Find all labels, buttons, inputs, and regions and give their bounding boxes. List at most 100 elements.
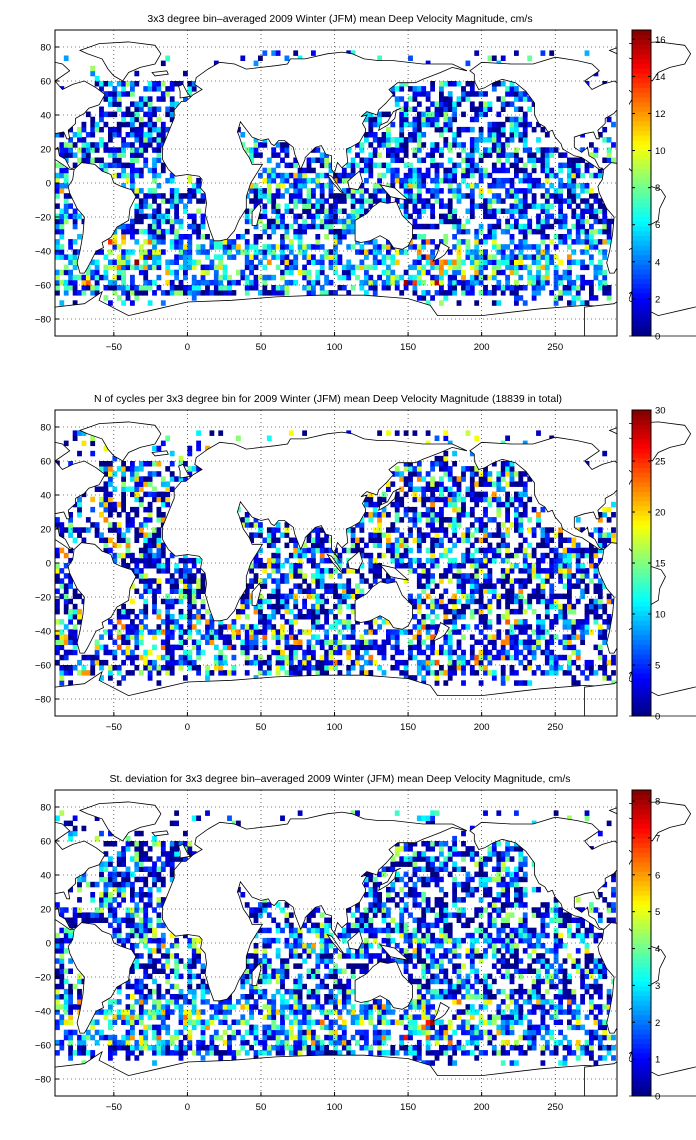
bin-cell	[55, 183, 60, 189]
bin-cell	[549, 639, 555, 645]
bin-cell	[505, 552, 511, 559]
bin-cell	[297, 583, 303, 589]
bin-cell	[443, 608, 449, 615]
bin-cell	[284, 542, 290, 549]
bin-cell	[461, 147, 466, 153]
bin-cell	[500, 593, 506, 600]
bin-cell	[430, 249, 436, 255]
bin-cell	[408, 675, 413, 681]
bin-cell	[191, 81, 197, 87]
bin-cell	[244, 603, 250, 610]
bin-cell	[68, 665, 74, 671]
bin-cell	[381, 269, 387, 276]
bin-cell	[355, 152, 360, 158]
bin-cell	[443, 486, 449, 492]
bin-cell	[408, 532, 413, 538]
bin-cell	[99, 512, 104, 518]
bin-cell	[447, 126, 453, 133]
bin-cell	[412, 537, 418, 543]
bin-cell	[359, 527, 365, 533]
bin-cell	[403, 188, 409, 194]
bin-cell	[147, 300, 153, 306]
bin-cell	[527, 603, 533, 610]
bin-cell	[94, 522, 100, 528]
bin-cell	[368, 644, 374, 651]
bin-cell	[121, 649, 127, 656]
bin-cell	[165, 466, 171, 472]
bin-cell	[63, 218, 69, 225]
bin-cell	[372, 542, 378, 549]
bin-cell	[333, 583, 338, 589]
bin-cell	[567, 670, 572, 676]
bin-cell	[478, 639, 484, 645]
bin-cell	[160, 654, 166, 661]
bin-cell	[403, 183, 409, 189]
bin-cell	[262, 629, 268, 635]
bin-cell	[68, 512, 74, 518]
bin-cell	[324, 254, 330, 260]
bin-cell	[306, 254, 312, 260]
bin-cell	[544, 527, 550, 533]
bin-cell	[408, 593, 413, 600]
bin-cell	[439, 86, 444, 92]
bin-cell	[368, 162, 374, 169]
bin-cell	[558, 259, 564, 265]
bin-cell	[346, 654, 352, 661]
bin-cell	[412, 568, 418, 574]
bin-cell	[443, 234, 449, 240]
bin-cell	[527, 624, 533, 630]
bin-cell	[143, 132, 149, 138]
bin-cell	[518, 481, 524, 487]
bin-cell	[487, 121, 493, 128]
bin-cell	[130, 552, 135, 559]
bin-cell	[496, 486, 502, 492]
bin-cell	[597, 634, 603, 640]
bin-cell	[275, 665, 281, 671]
bin-cell	[571, 183, 577, 189]
bin-cell	[452, 111, 458, 118]
bin-cell	[130, 126, 135, 133]
bin-cell	[341, 264, 347, 271]
bin-cell	[183, 552, 188, 559]
bin-cell	[496, 522, 502, 528]
bin-cell	[156, 547, 162, 554]
bin-cell	[134, 476, 140, 482]
bin-cell	[421, 203, 427, 209]
bin-cell	[85, 527, 91, 533]
bin-cell	[196, 639, 202, 645]
bin-cell	[240, 608, 246, 615]
bin-cell	[496, 649, 502, 656]
bin-cell	[527, 680, 533, 686]
bin-cell	[447, 285, 453, 291]
bin-cell	[597, 208, 603, 214]
bin-cell	[567, 598, 572, 605]
bin-cell	[165, 659, 171, 666]
bin-cell	[121, 111, 127, 118]
bin-cell	[183, 249, 188, 255]
bin-cell	[386, 183, 391, 189]
bin-cell	[461, 659, 466, 666]
bin-cell	[337, 254, 343, 260]
bin-cell	[571, 279, 577, 286]
bin-cell	[311, 573, 316, 579]
colorbar-step	[632, 63, 651, 69]
bin-cell	[160, 552, 166, 559]
bin-cell	[452, 542, 458, 549]
bin-cell	[364, 512, 369, 518]
bin-cell	[284, 152, 290, 158]
bin-cell	[315, 542, 321, 549]
bin-cell	[341, 547, 347, 554]
bin-cell	[597, 614, 603, 620]
bin-cell	[606, 152, 612, 158]
bin-cell	[196, 223, 202, 230]
bin-cell	[465, 547, 471, 554]
bin-cell	[567, 654, 572, 661]
bin-cell	[275, 649, 281, 656]
bin-cell	[421, 132, 427, 138]
bin-cell	[85, 517, 91, 523]
panel-title: N of cycles per 3x3 degree bin for 2009 …	[94, 393, 562, 405]
bin-cell	[430, 81, 436, 87]
bin-cell	[231, 619, 237, 625]
bin-cell	[165, 563, 171, 569]
bin-cell	[68, 517, 74, 523]
